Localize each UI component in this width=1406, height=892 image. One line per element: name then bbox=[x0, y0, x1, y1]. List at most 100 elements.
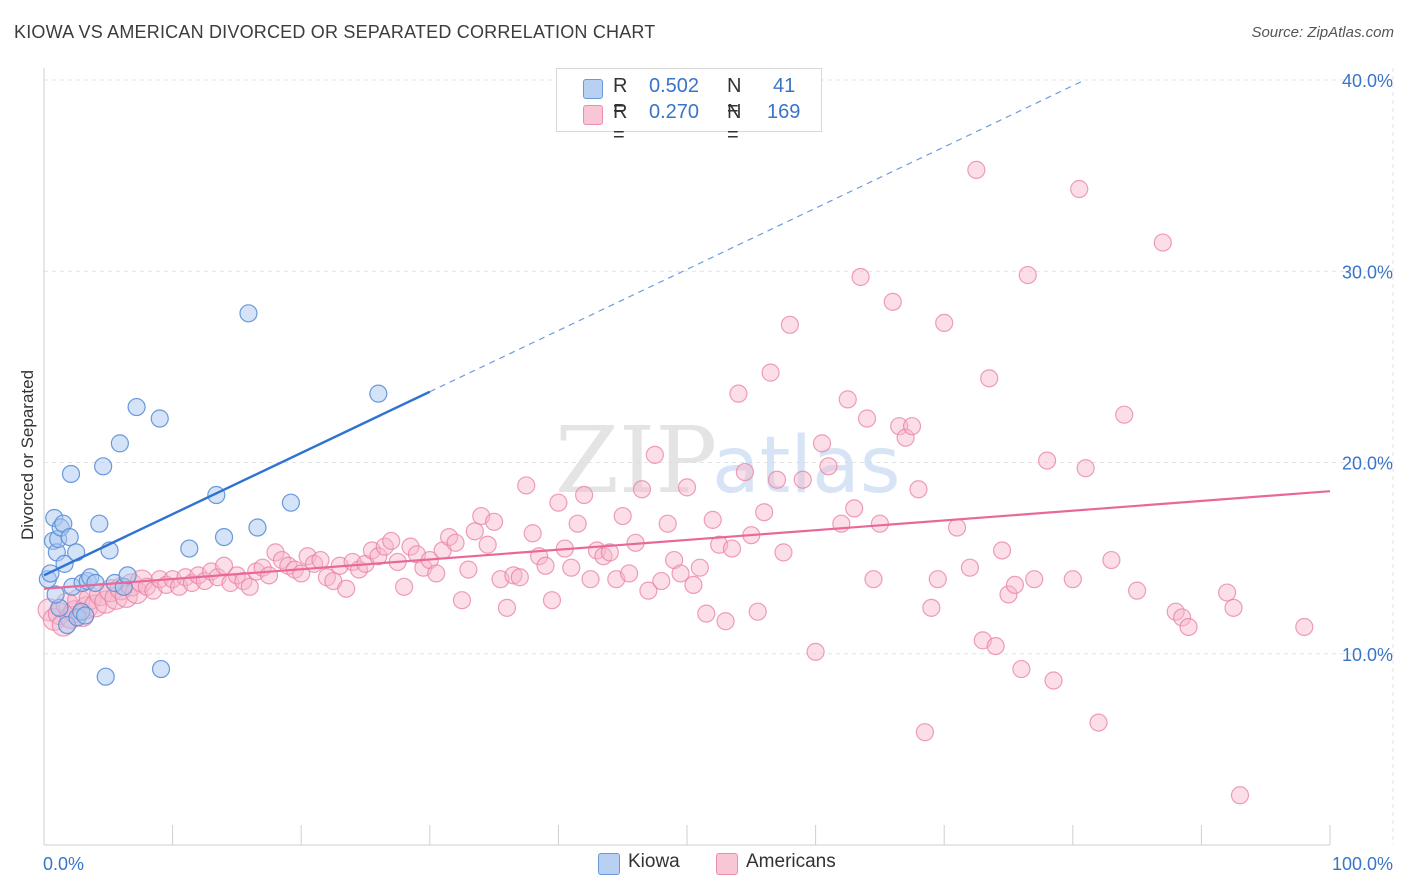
americans-point bbox=[729, 384, 748, 403]
americans-point bbox=[1089, 713, 1108, 732]
americans-point bbox=[1295, 617, 1314, 637]
legend-n-value: 169 bbox=[767, 101, 801, 123]
americans-point bbox=[767, 470, 787, 489]
kiowa-point bbox=[127, 397, 146, 417]
americans-point bbox=[478, 535, 497, 554]
americans-point bbox=[761, 363, 780, 382]
kiowa-point bbox=[369, 384, 388, 403]
americans-point bbox=[645, 445, 664, 464]
americans-point bbox=[1044, 671, 1063, 690]
americans-trend-line bbox=[43, 490, 1331, 590]
americans-point bbox=[780, 315, 799, 334]
americans-point bbox=[562, 558, 581, 577]
kiowa-point bbox=[94, 457, 113, 476]
americans-point bbox=[1230, 786, 1250, 805]
americans-point bbox=[774, 543, 793, 562]
kiowa-point bbox=[60, 527, 79, 547]
americans-point bbox=[980, 369, 999, 388]
americans-point bbox=[485, 512, 504, 531]
bottom-legend-americans-label: Americans bbox=[746, 851, 836, 872]
x-tick-label: 100.0% bbox=[1332, 854, 1393, 874]
americans-point bbox=[793, 470, 812, 489]
kiowa-swatch bbox=[583, 79, 603, 99]
americans-point bbox=[1115, 405, 1134, 424]
americans-point bbox=[935, 313, 954, 332]
americans-point bbox=[992, 541, 1012, 560]
americans-point bbox=[465, 522, 484, 541]
kiowa-point bbox=[110, 434, 129, 453]
americans-point bbox=[690, 558, 709, 577]
americans-point bbox=[812, 434, 832, 453]
legend-r-label: R = bbox=[613, 75, 628, 120]
americans-point bbox=[1070, 179, 1089, 199]
americans-point bbox=[1153, 233, 1172, 252]
americans-point bbox=[967, 160, 986, 179]
americans-point bbox=[703, 510, 722, 529]
americans-point bbox=[1037, 451, 1057, 470]
americans-point bbox=[652, 571, 671, 591]
americans-point bbox=[838, 390, 857, 409]
americans-point bbox=[819, 457, 838, 476]
americans-point bbox=[896, 428, 915, 447]
y-tick-label: 30.0% bbox=[1342, 262, 1393, 282]
americans-point bbox=[497, 598, 517, 617]
americans-point bbox=[459, 560, 478, 579]
americans-point bbox=[671, 564, 690, 583]
bottom-legend-kiowa-label: Kiowa bbox=[628, 851, 680, 872]
legend-n-label: N = bbox=[727, 101, 742, 146]
legend-n-value: 41 bbox=[773, 75, 796, 97]
y-tick-label: 40.0% bbox=[1342, 71, 1393, 91]
americans-point bbox=[575, 485, 594, 505]
americans-point bbox=[1076, 459, 1095, 478]
americans-point bbox=[568, 514, 587, 533]
kiowa-point bbox=[61, 464, 81, 484]
legend-r-value: 0.502 bbox=[649, 75, 700, 97]
americans-point bbox=[600, 543, 619, 562]
americans-point bbox=[845, 499, 864, 518]
americans-point bbox=[1005, 575, 1025, 595]
americans-point bbox=[857, 409, 877, 428]
americans-point bbox=[999, 585, 1018, 604]
americans-point bbox=[311, 550, 330, 570]
axes bbox=[43, 68, 1331, 846]
y-tick-label: 20.0% bbox=[1342, 454, 1393, 474]
trend-lines bbox=[43, 79, 1331, 590]
americans-point bbox=[1173, 608, 1192, 627]
kiowa-trend-line bbox=[43, 390, 431, 577]
americans-point bbox=[613, 506, 632, 526]
americans-point bbox=[1179, 617, 1198, 637]
americans-point bbox=[337, 579, 356, 598]
americans-point bbox=[947, 518, 967, 537]
americans-point bbox=[542, 591, 562, 610]
americans-swatch bbox=[716, 853, 738, 875]
kiowa-point bbox=[86, 573, 105, 593]
americans-point bbox=[510, 568, 529, 587]
americans-point bbox=[504, 566, 523, 585]
kiowa-point bbox=[239, 304, 258, 323]
americans-point bbox=[928, 570, 947, 589]
americans-point bbox=[639, 581, 658, 600]
x-tick-label: 0.0% bbox=[43, 854, 84, 874]
kiowa-point bbox=[118, 566, 137, 585]
americans-point bbox=[1063, 570, 1082, 589]
americans-point bbox=[259, 566, 279, 585]
americans-point bbox=[1012, 659, 1031, 679]
americans-point bbox=[446, 533, 465, 552]
kiowa-point bbox=[281, 493, 301, 512]
legend-r-label: R = bbox=[613, 101, 628, 146]
americans-point bbox=[536, 556, 555, 575]
americans-point bbox=[864, 570, 883, 589]
y-tick-label: 10.0% bbox=[1342, 645, 1393, 665]
americans-point bbox=[632, 480, 652, 499]
kiowa-point bbox=[96, 667, 115, 686]
americans-point bbox=[716, 612, 735, 631]
kiowa-swatch bbox=[598, 853, 620, 875]
americans-point bbox=[722, 539, 742, 558]
americans-point bbox=[523, 524, 542, 543]
americans-point bbox=[1127, 581, 1147, 600]
americans-point bbox=[697, 604, 716, 623]
americans-point bbox=[581, 570, 600, 589]
americans-point bbox=[1224, 598, 1243, 617]
americans-point bbox=[382, 531, 401, 551]
americans-point bbox=[748, 602, 767, 621]
